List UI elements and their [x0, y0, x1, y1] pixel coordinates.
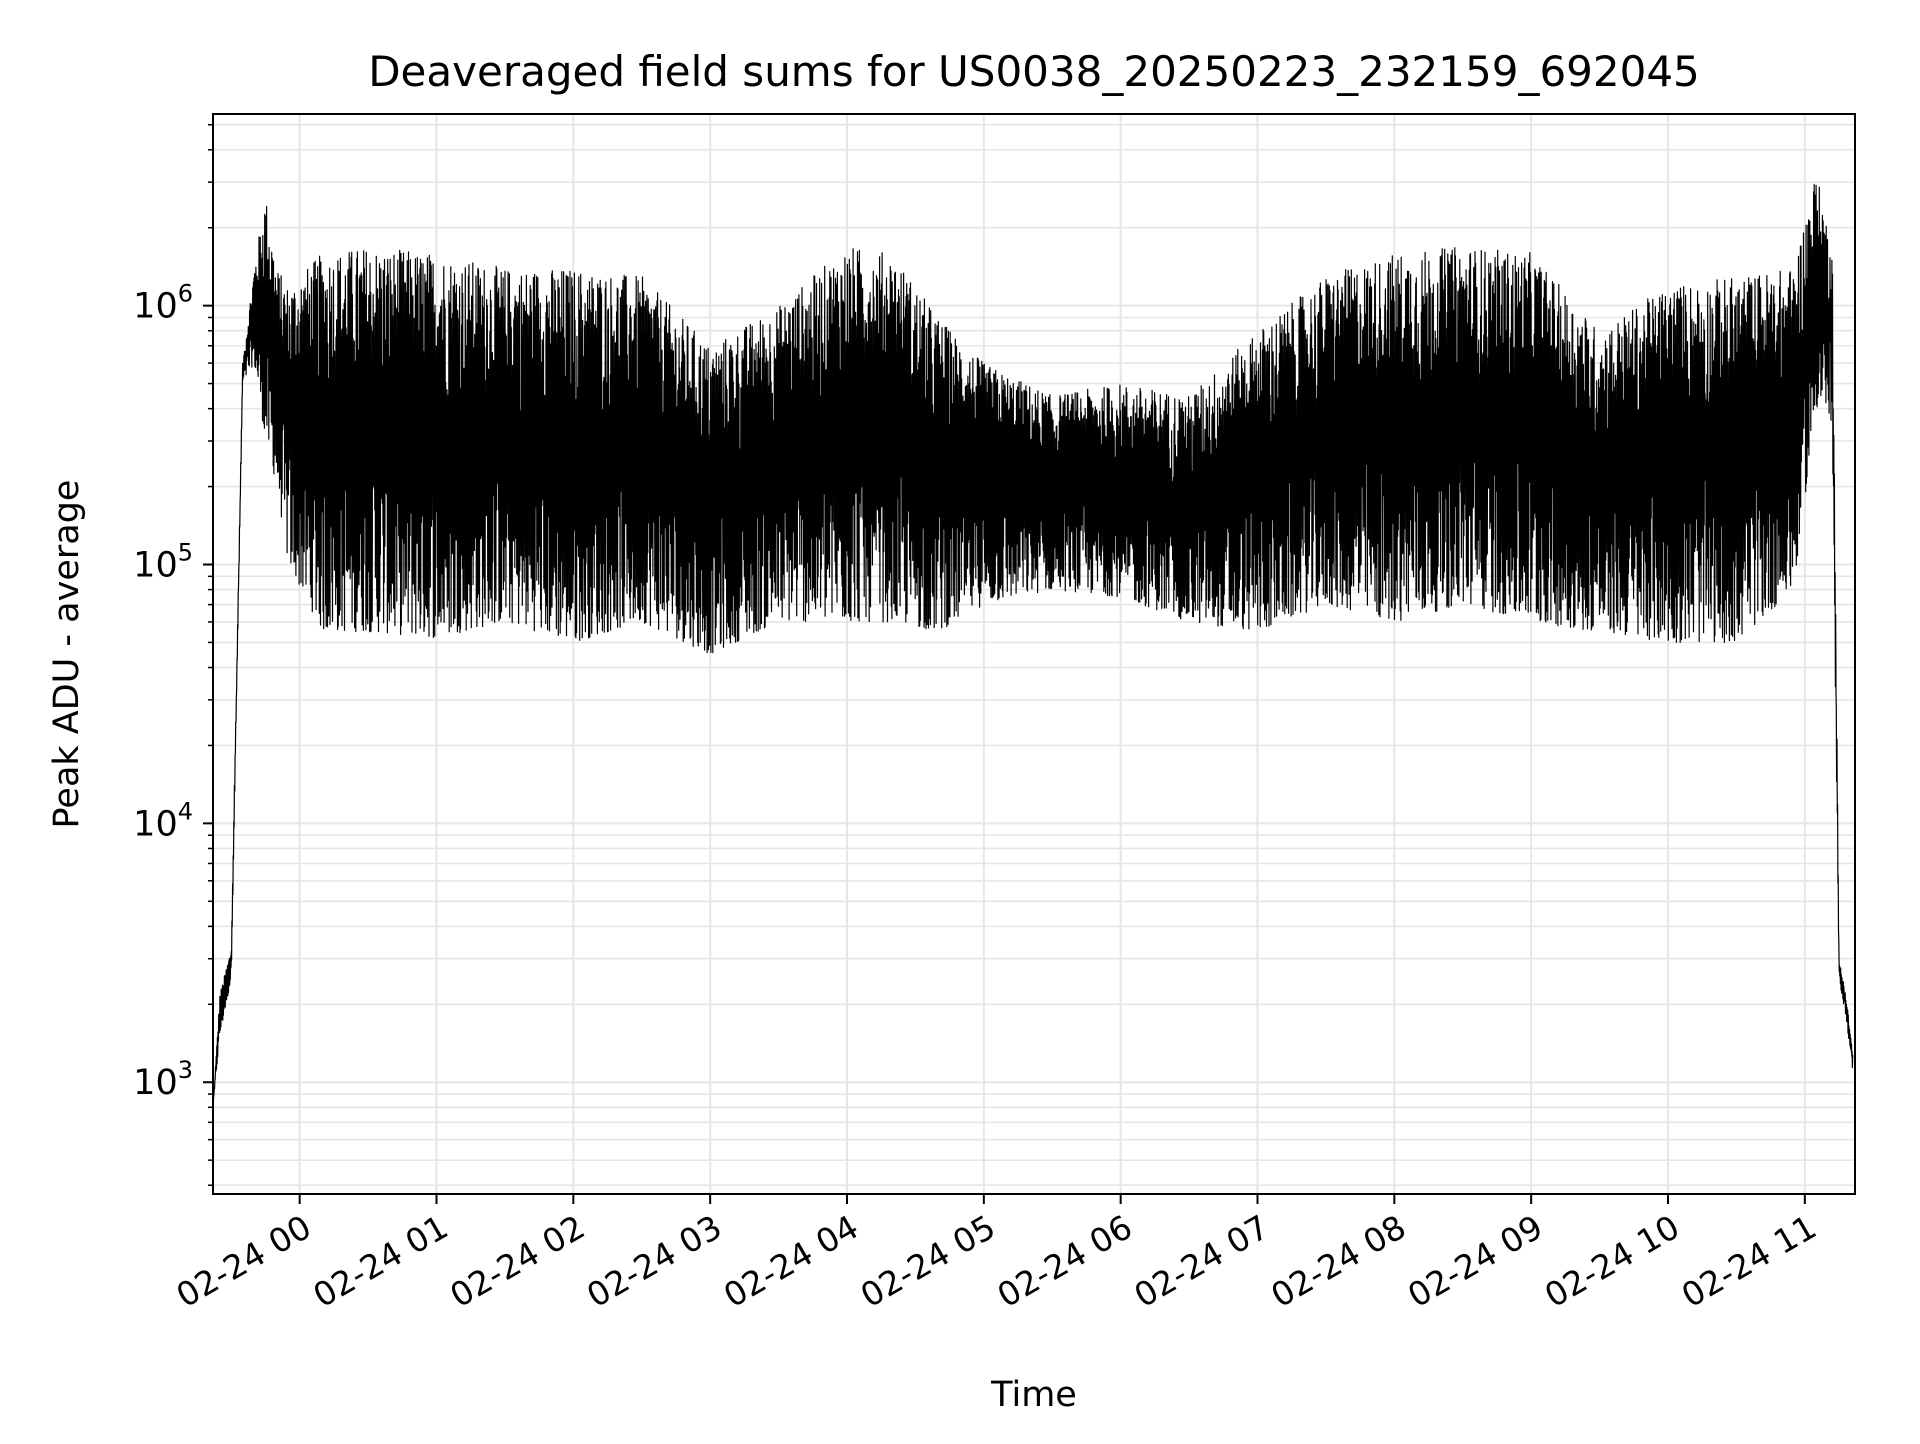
y-tick-label: 103 [133, 1056, 193, 1103]
series-line [212, 183, 1854, 1108]
x-tick-label: 02-24 04 [717, 1207, 865, 1315]
chart-title: Deaveraged field sums for US0038_2025022… [368, 47, 1700, 96]
x-tick-label: 02-24 05 [854, 1207, 1002, 1315]
grid-layer [213, 114, 1855, 1194]
x-tick-label: 02-24 08 [1264, 1207, 1412, 1315]
x-tick-label: 02-24 07 [1127, 1207, 1275, 1315]
x-tick-label: 02-24 11 [1675, 1207, 1823, 1315]
x-axis-label: Time [990, 1375, 1077, 1415]
x-tick-label: 02-24 03 [580, 1207, 728, 1315]
x-tick-label: 02-24 02 [443, 1207, 591, 1315]
y-axis-label: Peak ADU - average [47, 480, 87, 829]
x-tick-label: 02-24 10 [1538, 1207, 1686, 1315]
y-tick-label: 105 [133, 539, 193, 586]
y-tick-label: 106 [133, 280, 193, 327]
y-tick-label: 104 [133, 797, 193, 844]
plot-frame [212, 113, 1856, 1195]
x-tick-label: 02-24 09 [1401, 1207, 1549, 1315]
y-axis: 103 104 105 106 [133, 123, 213, 1186]
x-tick-label: 02-24 01 [306, 1207, 454, 1315]
x-tick-label: 02-24 06 [991, 1207, 1139, 1315]
series-layer [212, 183, 1854, 1108]
x-tick-label: 02-24 00 [170, 1207, 318, 1315]
